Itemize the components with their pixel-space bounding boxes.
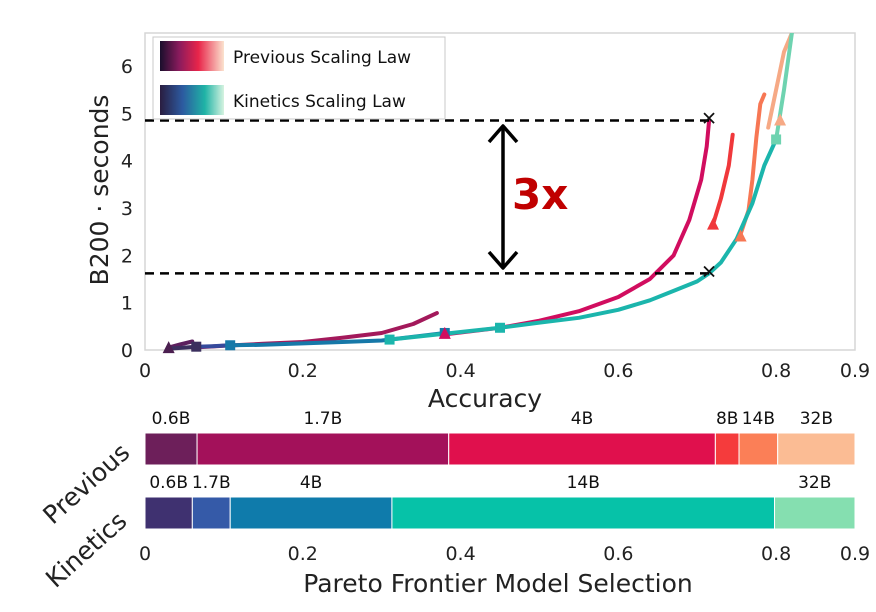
bar-segment-label: 14B <box>742 409 775 429</box>
bar-segment-kinetics-32b <box>774 496 856 530</box>
series-line-previous-8b <box>711 132 735 227</box>
top-x-tick-label: 0.4 <box>445 360 475 382</box>
bar-segment-label: 8B <box>716 409 738 429</box>
top-x-tick-label: 0.6 <box>603 360 633 382</box>
top-y-tick-label: 1 <box>121 293 133 315</box>
bar-segment-label: 4B <box>300 473 322 493</box>
bar-segment-previous-32b <box>777 432 856 466</box>
marker-square <box>191 341 202 352</box>
bar-segment-label: 14B <box>567 473 600 493</box>
legend-label-kinetics: Kinetics Scaling Law <box>233 92 406 112</box>
marker-square <box>495 322 505 333</box>
bottom-x-tick-label: 0.6 <box>603 543 633 565</box>
bar-segment-label: 1.7B <box>192 473 231 493</box>
top-x-tick-label: 0.8 <box>761 360 791 382</box>
bar-segment-previous-14b <box>738 432 779 466</box>
top-y-tick-label: 0 <box>121 340 133 362</box>
top-y-tick-label: 2 <box>121 245 133 267</box>
reference-lines <box>145 119 710 275</box>
ratio-label: 3x <box>512 170 568 219</box>
marker-triangle <box>707 217 719 230</box>
series-line-previous-32b <box>766 33 794 130</box>
top-x-tick-label: 0.2 <box>288 360 318 382</box>
bottom-x-axis-ticks: 0 0.2 0.4 0.6 0.8 0.9 <box>139 543 870 565</box>
marker-triangle <box>438 326 451 339</box>
bar-segment-label: 0.6B <box>152 409 191 429</box>
marker-square <box>384 334 395 345</box>
bar-segment-label: 4B <box>571 409 593 429</box>
bottom-x-axis-label: Pareto Frontier Model Selection <box>303 569 692 598</box>
bottom-x-tick-label: 0.4 <box>445 543 475 565</box>
top-y-axis-label: B200 · seconds <box>85 95 114 286</box>
bar-segment-previous-1-7b <box>196 432 450 466</box>
ratio-arrow-head-down <box>487 250 519 270</box>
marker-square <box>225 340 236 351</box>
bar-segment-label: 32B <box>800 409 833 429</box>
ratio-arrow-head-up <box>487 124 519 144</box>
legend-label-previous: Previous Scaling Law <box>233 48 411 68</box>
top-x-axis-ticks: 0 0.2 0.4 0.6 0.8 0.9 <box>139 360 870 382</box>
marker-cross <box>703 265 715 278</box>
legend: Previous Scaling Law Kinetics Scaling La… <box>152 36 446 120</box>
series-line-kinetics-14b <box>387 137 779 342</box>
bar-layer <box>144 432 856 530</box>
bottom-x-tick-label: 0.9 <box>840 543 870 565</box>
top-y-axis-ticks: 0 1 2 3 4 5 6 <box>121 56 133 362</box>
top-y-tick-label: 5 <box>121 103 133 125</box>
marker-layer <box>162 112 787 354</box>
marker-triangle <box>734 229 747 242</box>
top-x-tick-label: 0 <box>139 360 151 382</box>
top-x-axis-label: Accuracy <box>428 384 542 413</box>
bottom-x-tick-label: 0 <box>139 543 151 565</box>
bar-segment-label: 0.6B <box>149 473 188 493</box>
marker-triangle <box>162 341 175 354</box>
bar-segment-kinetics-1-7b <box>191 496 231 530</box>
bottom-x-tick-label: 0.2 <box>288 543 318 565</box>
bar-segment-previous-0-6b <box>144 432 198 466</box>
series-line-kinetics-1-7b <box>194 343 233 349</box>
marker-cross <box>703 112 715 124</box>
legend-swatch-previous <box>160 41 224 71</box>
bar-segment-kinetics-14b <box>391 496 776 530</box>
top-y-tick-label: 3 <box>121 198 133 220</box>
legend-swatch-kinetics <box>160 85 224 115</box>
marker-triangle <box>774 113 787 126</box>
bar-segment-previous-8b <box>714 432 740 466</box>
bottom-x-tick-label: 0.8 <box>761 543 791 565</box>
bar-segment-previous-4b <box>448 432 716 466</box>
bar-segment-kinetics-0-6b <box>144 496 193 530</box>
top-y-tick-label: 6 <box>121 56 133 78</box>
ratio-annotation: 3x <box>487 124 568 270</box>
top-y-tick-label: 4 <box>121 151 133 173</box>
bar-segment-label: 1.7B <box>304 409 343 429</box>
top-x-tick-label: 0.9 <box>840 360 870 382</box>
marker-square <box>771 134 782 145</box>
bar-segment-kinetics-4b <box>229 496 393 530</box>
bar-segment-label: 32B <box>798 473 831 493</box>
